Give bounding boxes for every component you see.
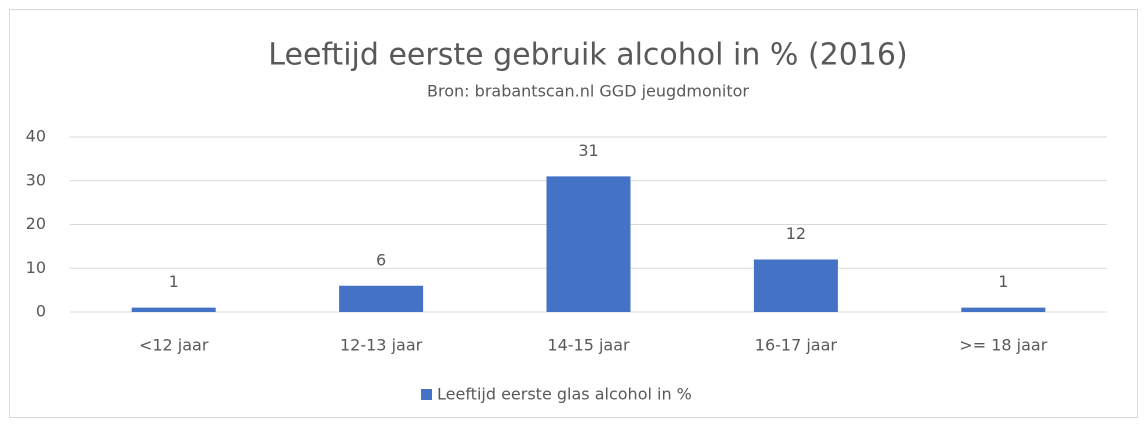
y-tick-label: 40 <box>26 127 46 146</box>
data-label: 12 <box>786 224 806 243</box>
data-label: 6 <box>376 250 386 269</box>
x-tick-label: >= 18 jaar <box>959 336 1047 355</box>
bar <box>961 307 1046 312</box>
chart-title: Leeftijd eerste gebruik alcohol in % (20… <box>268 38 907 73</box>
x-tick-label: <12 jaar <box>139 336 209 355</box>
data-label: 31 <box>578 141 598 160</box>
x-tick-label: 14-15 jaar <box>547 336 630 355</box>
data-label: 1 <box>998 272 1008 291</box>
bar <box>753 259 838 312</box>
y-tick-label: 30 <box>26 170 46 189</box>
data-label: 1 <box>169 272 179 291</box>
chart-subtitle: Bron: brabantscan.nl GGD jeugdmonitor <box>427 82 749 101</box>
legend-swatch <box>421 389 432 400</box>
bar <box>546 176 631 312</box>
y-tick-label: 20 <box>26 214 46 233</box>
legend-label: Leeftijd eerste glas alcohol in % <box>437 385 692 404</box>
x-tick-label: 12-13 jaar <box>340 336 423 355</box>
bar <box>131 307 216 312</box>
bar <box>339 285 424 312</box>
y-tick-label: 0 <box>36 302 46 321</box>
y-tick-label: 10 <box>26 258 46 277</box>
x-tick-label: 16-17 jaar <box>755 336 838 355</box>
